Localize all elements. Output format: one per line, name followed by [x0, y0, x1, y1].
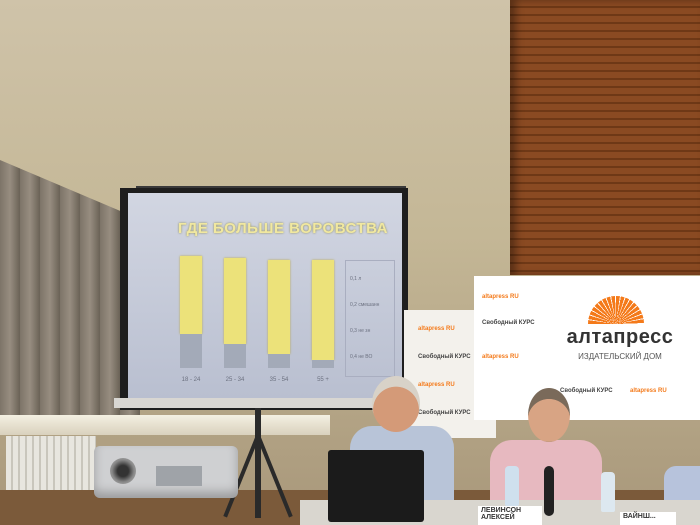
banner-small-logo: altapress RU	[418, 382, 455, 388]
slide-bar-4	[312, 260, 334, 360]
brand-subtitle: ИЗДАТЕЛЬСКИЙ ДОМ	[578, 352, 662, 361]
banner-small-logo: altapress RU	[630, 388, 667, 394]
slide-bar-3	[268, 260, 290, 354]
projector-lens-icon	[110, 458, 136, 484]
projection-screen	[128, 193, 402, 398]
slide-bar-2	[224, 258, 246, 344]
slide-bar-base-1	[180, 334, 202, 368]
slide-legend	[345, 260, 395, 377]
banner-small-logo: altapress RU	[418, 326, 455, 332]
slide-x-label: 18 - 24	[181, 377, 201, 383]
radiator	[6, 436, 96, 492]
speaker-left-head	[372, 376, 420, 432]
banner-small-logo: Свободный КУРС	[418, 354, 471, 360]
banner-small-logo: altapress RU	[482, 354, 519, 360]
microphone-icon	[544, 466, 554, 516]
slide-bar-base-3	[268, 354, 290, 368]
banner-small-logo: altapress RU	[482, 294, 519, 300]
slide-bar-base-4	[312, 360, 334, 368]
slide-x-label: 35 - 54	[269, 377, 289, 383]
slide-legend-item: 0,1 л	[350, 276, 362, 282]
slide-x-label: 55 +	[317, 377, 329, 383]
slide-x-label: 25 - 34	[225, 377, 245, 383]
water-bottle	[601, 472, 615, 512]
slide-bar-base-2	[224, 344, 246, 368]
slide-legend-item: 0,2 смешанн	[350, 302, 380, 308]
altapress-banner	[474, 276, 700, 420]
nameplate-left: ЛЕВИНСОН АЛЕКСЕЙ	[478, 506, 542, 525]
water-bottle	[505, 466, 519, 506]
screen-bottom-bar	[114, 398, 412, 408]
slide-legend-item: 0,3 не зн	[350, 328, 371, 334]
slide-legend-item: 0,4 не ВО	[350, 354, 373, 360]
nameplate-right: ВАЙНШ...	[620, 512, 676, 525]
brand-name: алтапресс	[566, 326, 674, 348]
speaker-right-head	[528, 388, 570, 442]
window-light	[0, 415, 330, 435]
tripod-stand	[255, 408, 261, 518]
slide-title: ГДЕ БОЛЬШЕ ВОРОВСТВА	[178, 220, 389, 237]
wood-panel-wall	[510, 0, 700, 275]
banner-small-logo: Свободный КУРС	[418, 410, 471, 416]
slide-bar-1	[180, 256, 202, 334]
banner-small-logo: Свободный КУРС	[560, 388, 613, 394]
laptop	[328, 450, 424, 522]
projector-panel	[156, 466, 202, 486]
banner-small-logo: Свободный КУРС	[482, 320, 535, 326]
